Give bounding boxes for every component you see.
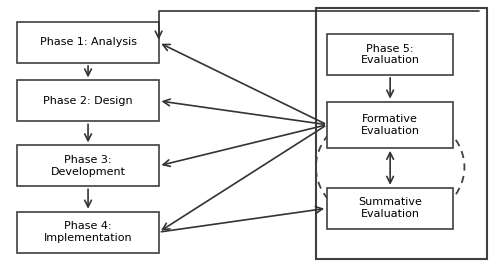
Bar — [17, 211, 159, 253]
Bar — [17, 145, 159, 186]
Text: Phase 2: Design: Phase 2: Design — [43, 96, 133, 106]
Bar — [316, 8, 487, 259]
Text: Phase 3:
Development: Phase 3: Development — [51, 155, 125, 177]
Text: Phase 1: Analysis: Phase 1: Analysis — [39, 38, 136, 47]
Bar — [327, 34, 453, 75]
Text: Formative
Evaluation: Formative Evaluation — [361, 114, 420, 136]
Bar — [17, 22, 159, 63]
Bar — [17, 80, 159, 121]
Bar — [327, 188, 453, 229]
Text: Phase 5:
Evaluation: Phase 5: Evaluation — [361, 44, 420, 65]
Text: Phase 4:
Implementation: Phase 4: Implementation — [44, 221, 132, 243]
Text: Summative
Evaluation: Summative Evaluation — [358, 198, 422, 219]
Bar — [327, 102, 453, 148]
